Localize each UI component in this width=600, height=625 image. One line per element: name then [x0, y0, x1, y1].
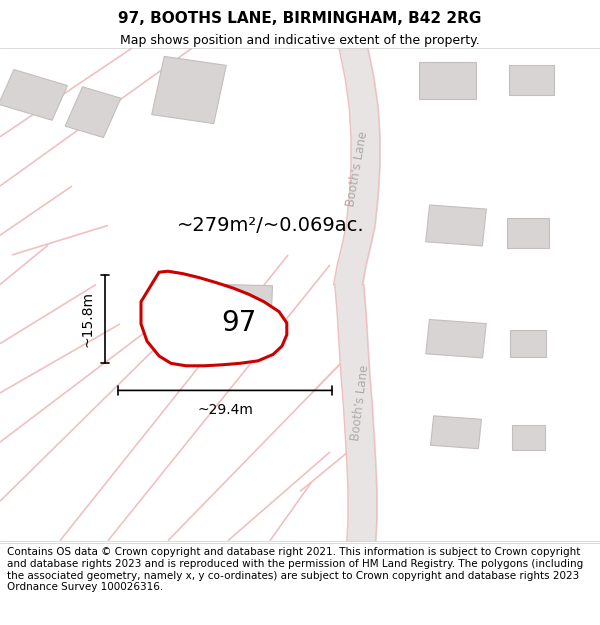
Polygon shape [511, 425, 545, 449]
Text: ~15.8m: ~15.8m [80, 291, 94, 347]
Polygon shape [431, 416, 481, 449]
Text: ~279m²/~0.069ac.: ~279m²/~0.069ac. [177, 216, 365, 235]
Polygon shape [510, 330, 546, 357]
Polygon shape [0, 69, 67, 120]
Polygon shape [152, 56, 226, 124]
Text: ~29.4m: ~29.4m [197, 402, 253, 417]
Polygon shape [507, 218, 549, 248]
Polygon shape [65, 87, 121, 138]
Text: Contains OS data © Crown copyright and database right 2021. This information is : Contains OS data © Crown copyright and d… [7, 548, 583, 592]
Polygon shape [141, 271, 287, 366]
Polygon shape [184, 283, 272, 335]
Text: Map shows position and indicative extent of the property.: Map shows position and indicative extent… [120, 34, 480, 47]
Text: 97, BOOTHS LANE, BIRMINGHAM, B42 2RG: 97, BOOTHS LANE, BIRMINGHAM, B42 2RG [118, 11, 482, 26]
Polygon shape [425, 205, 487, 246]
Polygon shape [419, 62, 476, 99]
Text: 97: 97 [221, 309, 257, 338]
Text: Booth's Lane: Booth's Lane [349, 364, 371, 441]
Polygon shape [426, 319, 486, 358]
Text: Booth's Lane: Booth's Lane [344, 130, 370, 208]
Polygon shape [509, 66, 554, 95]
